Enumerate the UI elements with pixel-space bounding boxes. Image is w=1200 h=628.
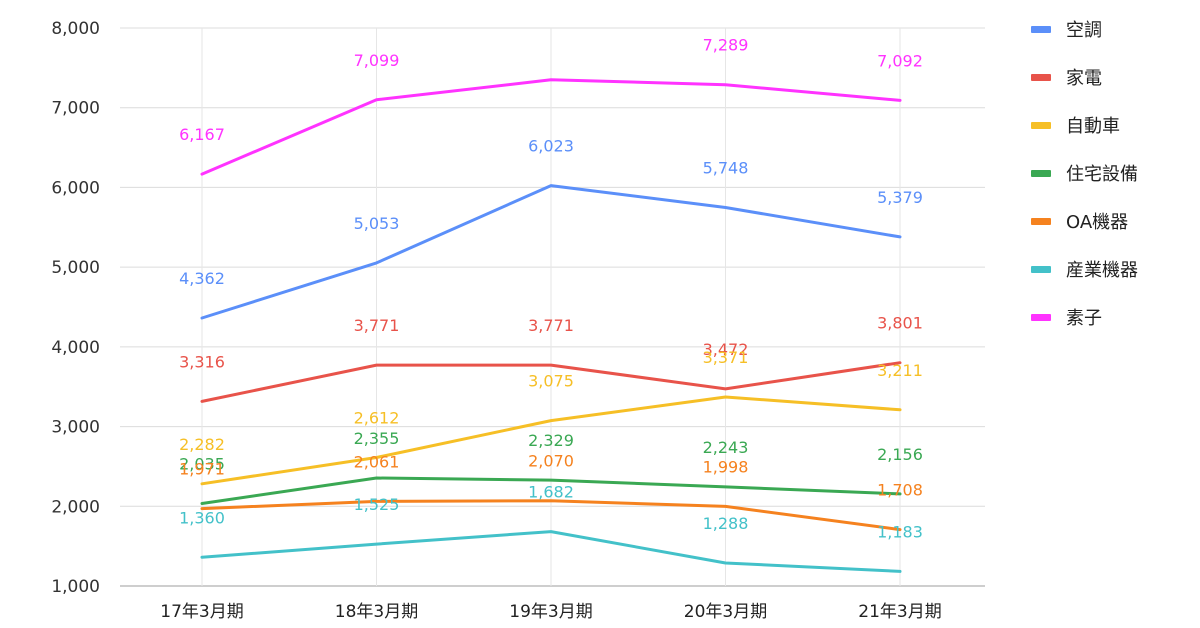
data-label: 3,211 [877, 361, 923, 380]
data-label: 2,156 [877, 445, 923, 464]
legend-label: 家電 [1066, 68, 1102, 89]
data-label: 3,801 [877, 314, 923, 333]
x-tick-label: 20年3月期 [684, 602, 767, 622]
x-tick-label: 17年3月期 [160, 602, 243, 622]
data-label: 6,023 [528, 137, 574, 156]
series-line [200, 530, 902, 573]
data-label: 2,282 [179, 435, 225, 454]
legend-label: 住宅設備 [1066, 164, 1138, 185]
legend-label: 素子 [1066, 308, 1102, 329]
y-tick-label: 6,000 [51, 178, 100, 198]
legend-swatch [1031, 122, 1051, 129]
data-label: 1,288 [703, 514, 749, 533]
data-label: 3,771 [528, 316, 574, 335]
y-axis: 1,000 2,000 3,000 4,000 5,000 6,000 7,000 8,000 [51, 19, 100, 597]
data-label: 5,379 [877, 188, 923, 207]
legend-swatch [1031, 74, 1051, 81]
series-lines [200, 78, 902, 573]
data-label: 2,612 [354, 409, 400, 428]
data-label: 1,525 [354, 495, 400, 514]
y-tick-label: 8,000 [51, 19, 100, 39]
data-label: 2,070 [528, 452, 574, 471]
legend-label: 自動車 [1066, 116, 1120, 137]
x-tick-label: 19年3月期 [509, 602, 592, 622]
legend-swatch [1031, 314, 1051, 321]
y-tick-label: 2,000 [51, 497, 100, 517]
x-tick-label: 18年3月期 [335, 602, 418, 622]
series-line [200, 395, 902, 486]
data-label: 3,316 [179, 352, 225, 371]
series-line [200, 476, 902, 505]
x-tick-label: 21年3月期 [858, 602, 941, 622]
data-label: 2,329 [528, 431, 574, 450]
legend-label: OA機器 [1066, 212, 1128, 233]
data-label: 1,971 [179, 460, 225, 479]
legend-swatch [1031, 266, 1051, 273]
data-label: 7,099 [354, 51, 400, 70]
data-label: 5,053 [354, 214, 400, 233]
data-label: 4,362 [179, 269, 225, 288]
y-tick-label: 5,000 [51, 258, 100, 278]
y-tick-label: 3,000 [51, 418, 100, 438]
data-label: 1,708 [877, 481, 923, 500]
data-label: 1,682 [528, 483, 574, 502]
legend-swatch [1031, 218, 1051, 225]
data-label: 2,061 [354, 452, 400, 471]
legend-label: 空調 [1066, 20, 1102, 41]
data-label: 1,360 [179, 508, 225, 527]
data-label: 7,289 [703, 36, 749, 55]
x-axis: 17年3月期 18年3月期 19年3月期 20年3月期 21年3月期 [160, 602, 941, 622]
data-label: 3,075 [528, 372, 574, 391]
legend-swatch [1031, 170, 1051, 177]
data-label: 1,998 [703, 457, 749, 476]
data-label: 7,092 [877, 51, 923, 70]
data-label: 6,167 [179, 125, 225, 144]
data-label: 2,355 [354, 429, 400, 448]
data-label: 3,472 [703, 340, 749, 359]
series-line [200, 361, 902, 403]
data-label: 3,771 [354, 316, 400, 335]
data-label: 1,183 [877, 522, 923, 541]
series-line [200, 499, 902, 532]
data-label: 3,371 [703, 348, 749, 367]
y-tick-label: 1,000 [51, 577, 100, 597]
legend-swatch [1031, 26, 1051, 33]
data-label: 2,035 [179, 454, 225, 473]
series-line [200, 78, 902, 176]
data-labels: 4,362 5,053 6,023 5,748 5,379 3,316 3,771 3,771… [179, 36, 923, 542]
data-label: 2,243 [703, 438, 749, 457]
y-tick-label: 4,000 [51, 338, 100, 358]
series-line [200, 184, 902, 320]
data-label: 5,748 [703, 159, 749, 178]
gridlines [120, 27, 985, 587]
legend-label: 産業機器 [1066, 260, 1138, 281]
y-tick-label: 7,000 [51, 99, 100, 119]
